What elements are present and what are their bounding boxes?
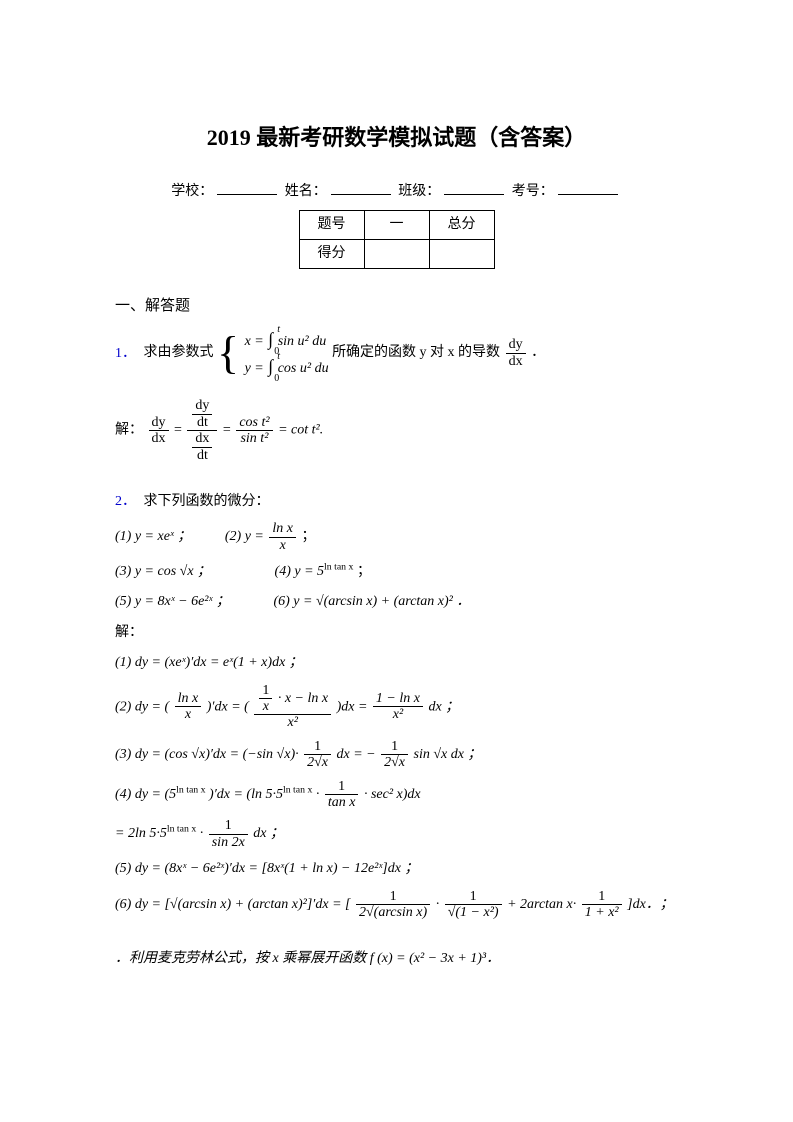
- school-label: 学校：: [171, 184, 213, 199]
- q2-title: 求下列函数的微分：: [144, 494, 270, 509]
- q1-number: 1．: [115, 346, 136, 361]
- q2-sub4: (4) y = 5ln tan x ；: [275, 561, 371, 583]
- q2-solution-label: 解：: [115, 622, 678, 644]
- q2-sol6: (6) dy = [√(arcsin x) + (arctan x)²]′dx …: [115, 889, 678, 921]
- cell: [429, 239, 494, 268]
- q2-number: 2．: [115, 494, 136, 509]
- name-blank: [331, 180, 391, 195]
- frac: cos t² sin t²: [236, 415, 272, 447]
- q1-mid: 所确定的函数 y 对 x 的导数: [332, 346, 504, 361]
- q2-sub1: (1) y = xeˣ ；: [115, 526, 191, 548]
- frac: dy dt dx dt: [187, 398, 217, 463]
- q2-sol4-line1: (4) dy = (5ln tan x )′dx = (ln 5·5ln tan…: [115, 779, 678, 811]
- q2-sub6: (6) y = √(arcsin x) + (arctan x)² ．: [273, 591, 470, 613]
- brace-icon: {: [217, 330, 239, 376]
- cell: 得分: [299, 239, 364, 268]
- cell: 总分: [429, 210, 494, 239]
- examno-blank: [558, 180, 618, 195]
- q1-line1a: x =: [245, 334, 268, 349]
- integral-icon: ∫t0: [268, 353, 273, 380]
- frac: dy dx: [149, 415, 169, 447]
- q1-param-system: x = ∫t0 sin u² du y = ∫t0 cos u² du: [245, 326, 329, 380]
- q2-row2: (3) y = cos √x ； (4) y = 5ln tan x ；: [115, 561, 678, 583]
- section-heading: 一、解答题: [115, 294, 678, 318]
- eq: =: [223, 423, 234, 438]
- q1-end: ．: [531, 346, 545, 361]
- q1-line2a: y =: [245, 361, 268, 376]
- examno-label: 考号：: [512, 184, 554, 199]
- q2-sub5: (5) y = 8xˣ − 6e²ˣ ；: [115, 591, 230, 613]
- q1-line1b: sin u² du: [278, 334, 327, 349]
- q1-solution: 解： dy dx = dy dt dx dt = cos t² sin: [115, 398, 678, 463]
- q2-sol1: (1) dy = (xeˣ)′dx = eˣ(1 + x)dx ；: [115, 652, 678, 674]
- score-table: 题号 一 总分 得分: [299, 210, 495, 270]
- solution-label: 解：: [115, 423, 143, 438]
- table-row: 得分: [299, 239, 494, 268]
- student-info-line: 学校： 姓名： 班级： 考号：: [115, 180, 678, 203]
- page: 2019 最新考研数学模拟试题（含答案） 学校： 姓名： 班级： 考号： 题号 …: [0, 0, 793, 1122]
- q2-row1: (1) y = xeˣ ； (2) y = ln x x ；: [115, 521, 678, 553]
- q1-prefix: 求由参数式: [144, 346, 214, 361]
- q2-sol2: (2) dy = ( ln xx )′dx = ( 1x · x − ln x …: [115, 683, 678, 731]
- question-2: 2． 求下列函数的微分：: [115, 491, 678, 513]
- table-row: 题号 一 总分: [299, 210, 494, 239]
- q2-sub3: (3) y = cos √x ；: [115, 561, 211, 583]
- name-label: 姓名：: [285, 184, 327, 199]
- school-blank: [217, 180, 277, 195]
- class-label: 班级：: [398, 184, 440, 199]
- q1-sol-end: = cot t².: [278, 423, 323, 438]
- q2-sol5: (5) dy = (8xˣ − 6e²ˣ)′dx = [8xˣ(1 + ln x…: [115, 858, 678, 880]
- q3-text: ．利用麦克劳林公式，按 x 乘幂展开函数 f (x) = (x² − 3x + …: [115, 951, 500, 966]
- cell: 一: [364, 210, 429, 239]
- q1-dy-dx: dy dx: [506, 337, 526, 369]
- cell: [364, 239, 429, 268]
- q2-sol4-line2: = 2ln 5·5ln tan x · 1sin 2x dx ；: [115, 818, 678, 850]
- q2-row3: (5) y = 8xˣ − 6e²ˣ ； (6) y = √(arcsin x)…: [115, 591, 678, 613]
- q1-line2b: cos u² du: [278, 361, 329, 376]
- integral-icon: ∫t0: [268, 326, 273, 353]
- question-3: ．利用麦克劳林公式，按 x 乘幂展开函数 f (x) = (x² − 3x + …: [115, 948, 678, 970]
- page-title: 2019 最新考研数学模拟试题（含答案）: [115, 120, 678, 155]
- q2-sub2: (2) y = ln x x ；: [225, 521, 316, 553]
- eq: =: [174, 423, 185, 438]
- class-blank: [444, 180, 504, 195]
- question-1: 1． 求由参数式 { x = ∫t0 sin u² du y = ∫t0 cos…: [115, 326, 678, 380]
- q2-sol3: (3) dy = (cos √x)′dx = (−sin √x)· 12√x d…: [115, 739, 678, 771]
- cell: 题号: [299, 210, 364, 239]
